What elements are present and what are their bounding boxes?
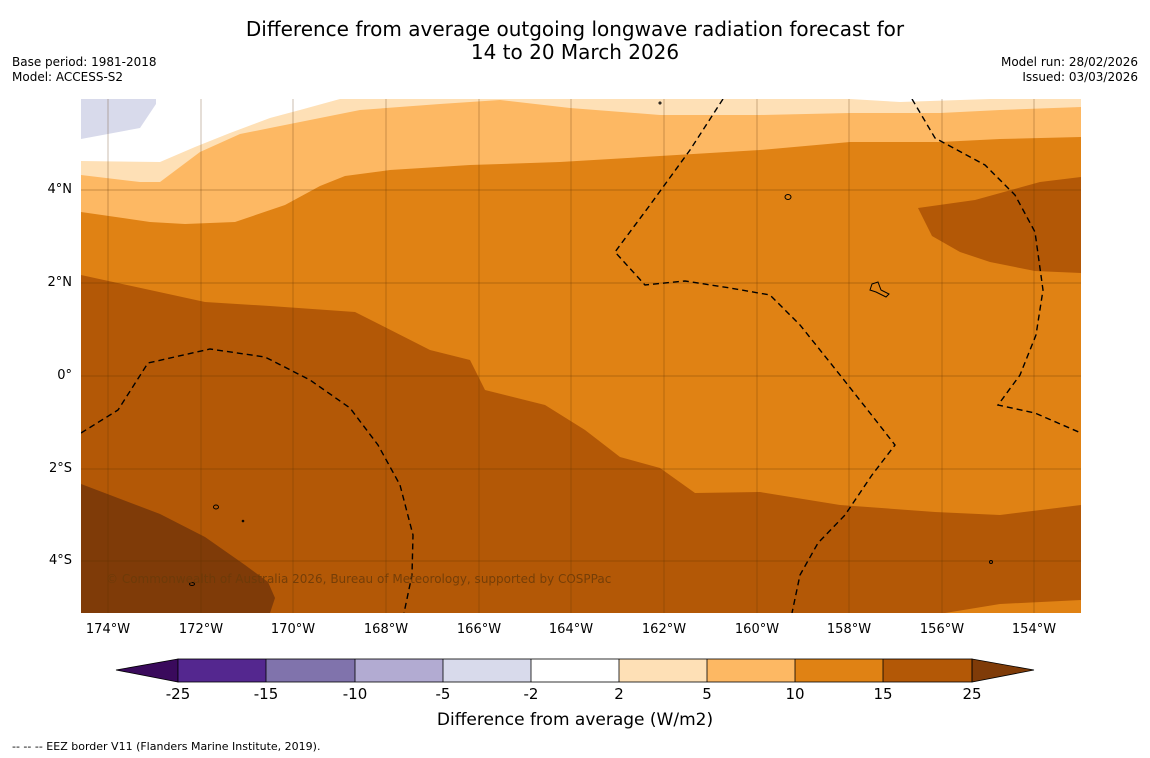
lon-label: 168°W (363, 622, 409, 637)
copyright-note: © Commonwealth of Australia 2026, Bureau… (106, 572, 612, 586)
lon-label: 160°W (734, 622, 780, 637)
meta-left: Base period: 1981-2018 Model: ACCESS-S2 (12, 55, 157, 85)
lat-label: 4°S (48, 553, 72, 568)
lon-label: 162°W (641, 622, 687, 637)
lon-label: 158°W (826, 622, 872, 637)
island (658, 101, 662, 105)
graticule-lat (81, 189, 1081, 562)
island (869, 281, 890, 298)
region-neg5-neg2 (81, 99, 156, 139)
colorbar-extend-high (971, 658, 1035, 683)
title-line-2: 14 to 20 March 2026 (470, 40, 680, 64)
region-5-10 (81, 99, 1081, 224)
lat-label: 0° (57, 368, 72, 383)
graticule-lon (107, 99, 1035, 613)
eez-border-central (614, 99, 896, 613)
eez-borders (81, 99, 1081, 613)
colorbar-bin (883, 659, 972, 682)
lat-label: 2°N (47, 275, 73, 290)
region-gt25-southwest (81, 484, 275, 613)
eez-legend-note: -- -- -- EEZ border V11 (Flanders Marine… (12, 740, 321, 753)
region-10-15-southeast (945, 600, 1081, 613)
lon-label: 156°W (919, 622, 965, 637)
colorbar-bin (178, 659, 266, 682)
colorbar-bin (443, 659, 531, 682)
issued-date: Issued: 03/03/2026 (1022, 70, 1138, 84)
lon-label: 170°W (270, 622, 316, 637)
base-period: Base period: 1981-2018 (12, 55, 157, 69)
island (989, 560, 993, 564)
colorbar-bin (795, 659, 883, 682)
lon-label: 174°W (85, 622, 131, 637)
islands (189, 101, 993, 586)
colorbar-extend-low (115, 658, 179, 683)
colorbar-bin (619, 659, 707, 682)
eez-border-east (911, 99, 1081, 434)
eez-border-west (81, 348, 414, 613)
colorbar-bin (531, 659, 619, 682)
region-15-25-south (81, 275, 1081, 613)
lat-label: 2°S (48, 461, 72, 476)
colorbar-bin (355, 659, 443, 682)
colorbar-tick: -15 (253, 685, 279, 703)
lon-label: 166°W (456, 622, 502, 637)
colorbar-tick: -5 (435, 685, 451, 703)
colorbar-tick: 2 (614, 685, 624, 703)
colorbar-label: Difference from average (W/m2) (436, 710, 714, 730)
meta-right: Model run: 28/02/2026 Issued: 03/03/2026 (1001, 55, 1138, 85)
island (213, 504, 219, 510)
island (189, 582, 195, 586)
title-line-1: Difference from average outgoing longwav… (245, 17, 905, 41)
model-run: Model run: 28/02/2026 (1000, 55, 1138, 69)
colorbar-tick: -25 (165, 685, 191, 703)
colorbar-bin (707, 659, 795, 682)
colorbar-tick: 15 (873, 685, 893, 703)
lon-label: 154°W (1011, 622, 1057, 637)
colorbar (115, 658, 1035, 683)
colorbar-bin (266, 659, 355, 682)
colorbar-tick: 25 (962, 685, 982, 703)
region-neutral-right (850, 99, 1081, 102)
lon-label: 164°W (548, 622, 594, 637)
island (241, 519, 245, 523)
colorbar-tick: 5 (702, 685, 712, 703)
island (784, 194, 792, 200)
region-15-25-northeast (918, 177, 1081, 273)
colorbar-tick: -2 (523, 685, 539, 703)
map-plot-area (81, 99, 1081, 613)
map-title: Difference from average outgoing longwav… (0, 18, 1150, 64)
model-name: Model: ACCESS-S2 (12, 70, 124, 84)
colorbar-tick: 10 (785, 685, 805, 703)
lat-label: 4°N (47, 182, 73, 197)
colorbar-tick: -10 (342, 685, 368, 703)
lon-label: 172°W (178, 622, 224, 637)
